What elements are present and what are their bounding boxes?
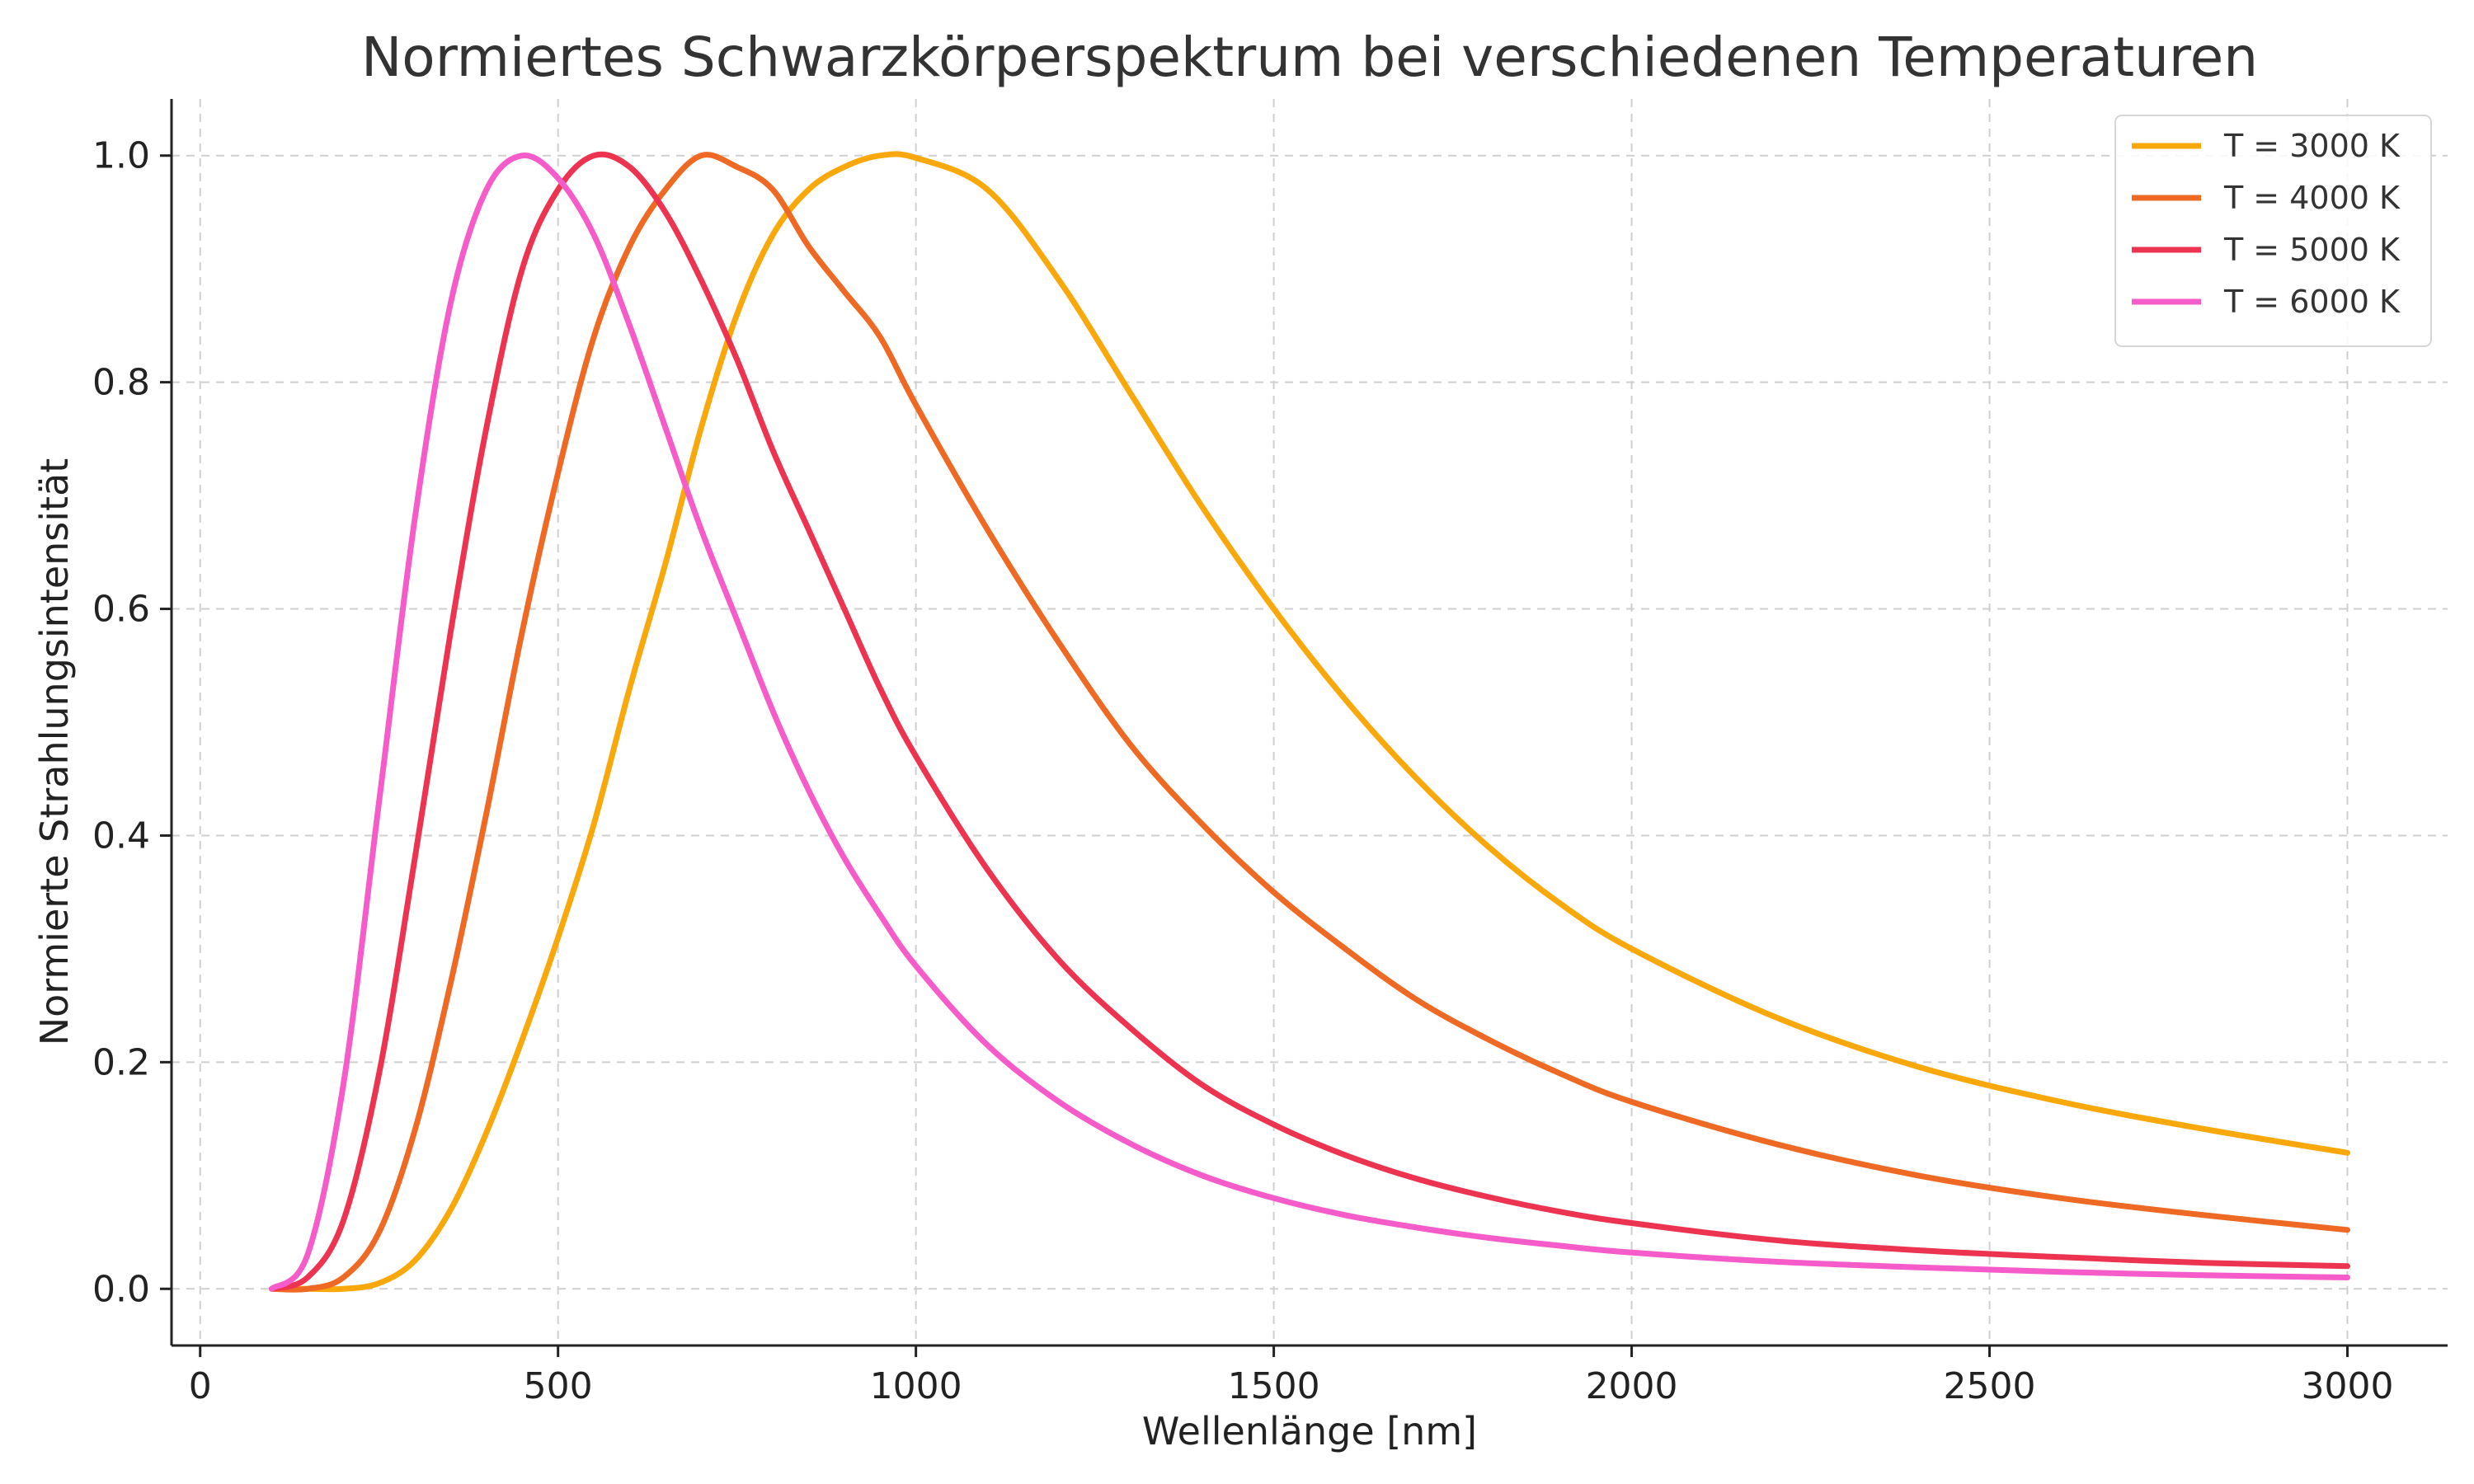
legend-label: T = 5000 K — [2223, 232, 2401, 268]
y-tick-label: 1.0 — [92, 135, 150, 177]
x-tick-label: 1000 — [870, 1365, 962, 1407]
y-tick-label: 0.8 — [92, 362, 150, 404]
series-line-1 — [269, 151, 2350, 1293]
x-axis-label: Wellenlänge [nm] — [1142, 1409, 1477, 1453]
x-tick-label: 2500 — [1944, 1365, 2036, 1407]
series-line-3 — [269, 151, 2350, 1292]
y-tick-label: 0.4 — [92, 815, 150, 857]
y-tick-label: 0.2 — [92, 1041, 150, 1083]
gridlines — [172, 99, 2448, 1345]
legend-label: T = 6000 K — [2223, 284, 2401, 320]
series-lines — [269, 151, 2350, 1293]
series-line-2 — [269, 152, 2350, 1293]
x-tick-label: 3000 — [2301, 1365, 2393, 1407]
legend: T = 3000 K T = 4000 K T = 5000 K T = 6000 K — [2114, 115, 2432, 347]
y-axis-label: Normierte Strahlungsintensität — [32, 458, 77, 1046]
chart-title: Normiertes Schwarzkörperspektrum bei ver… — [361, 26, 2258, 89]
legend-label: T = 3000 K — [2223, 128, 2401, 164]
series-line-4 — [269, 153, 2350, 1292]
y-tick-label: 0.0 — [92, 1268, 150, 1310]
legend-frame — [2114, 115, 2432, 347]
x-tick-label: 1500 — [1228, 1365, 1320, 1407]
legend-label: T = 4000 K — [2223, 180, 2401, 216]
x-tick-label: 2000 — [1586, 1365, 1678, 1407]
x-tick-label: 0 — [189, 1365, 212, 1407]
x-tick-label: 500 — [524, 1365, 593, 1407]
y-tick-label: 0.6 — [92, 589, 150, 631]
axes — [170, 99, 2448, 1347]
tick-labels: 0 500 1000 1500 2000 2500 3000 0.0 0.2 0.4 0.6 0.8 1… — [92, 135, 2393, 1407]
